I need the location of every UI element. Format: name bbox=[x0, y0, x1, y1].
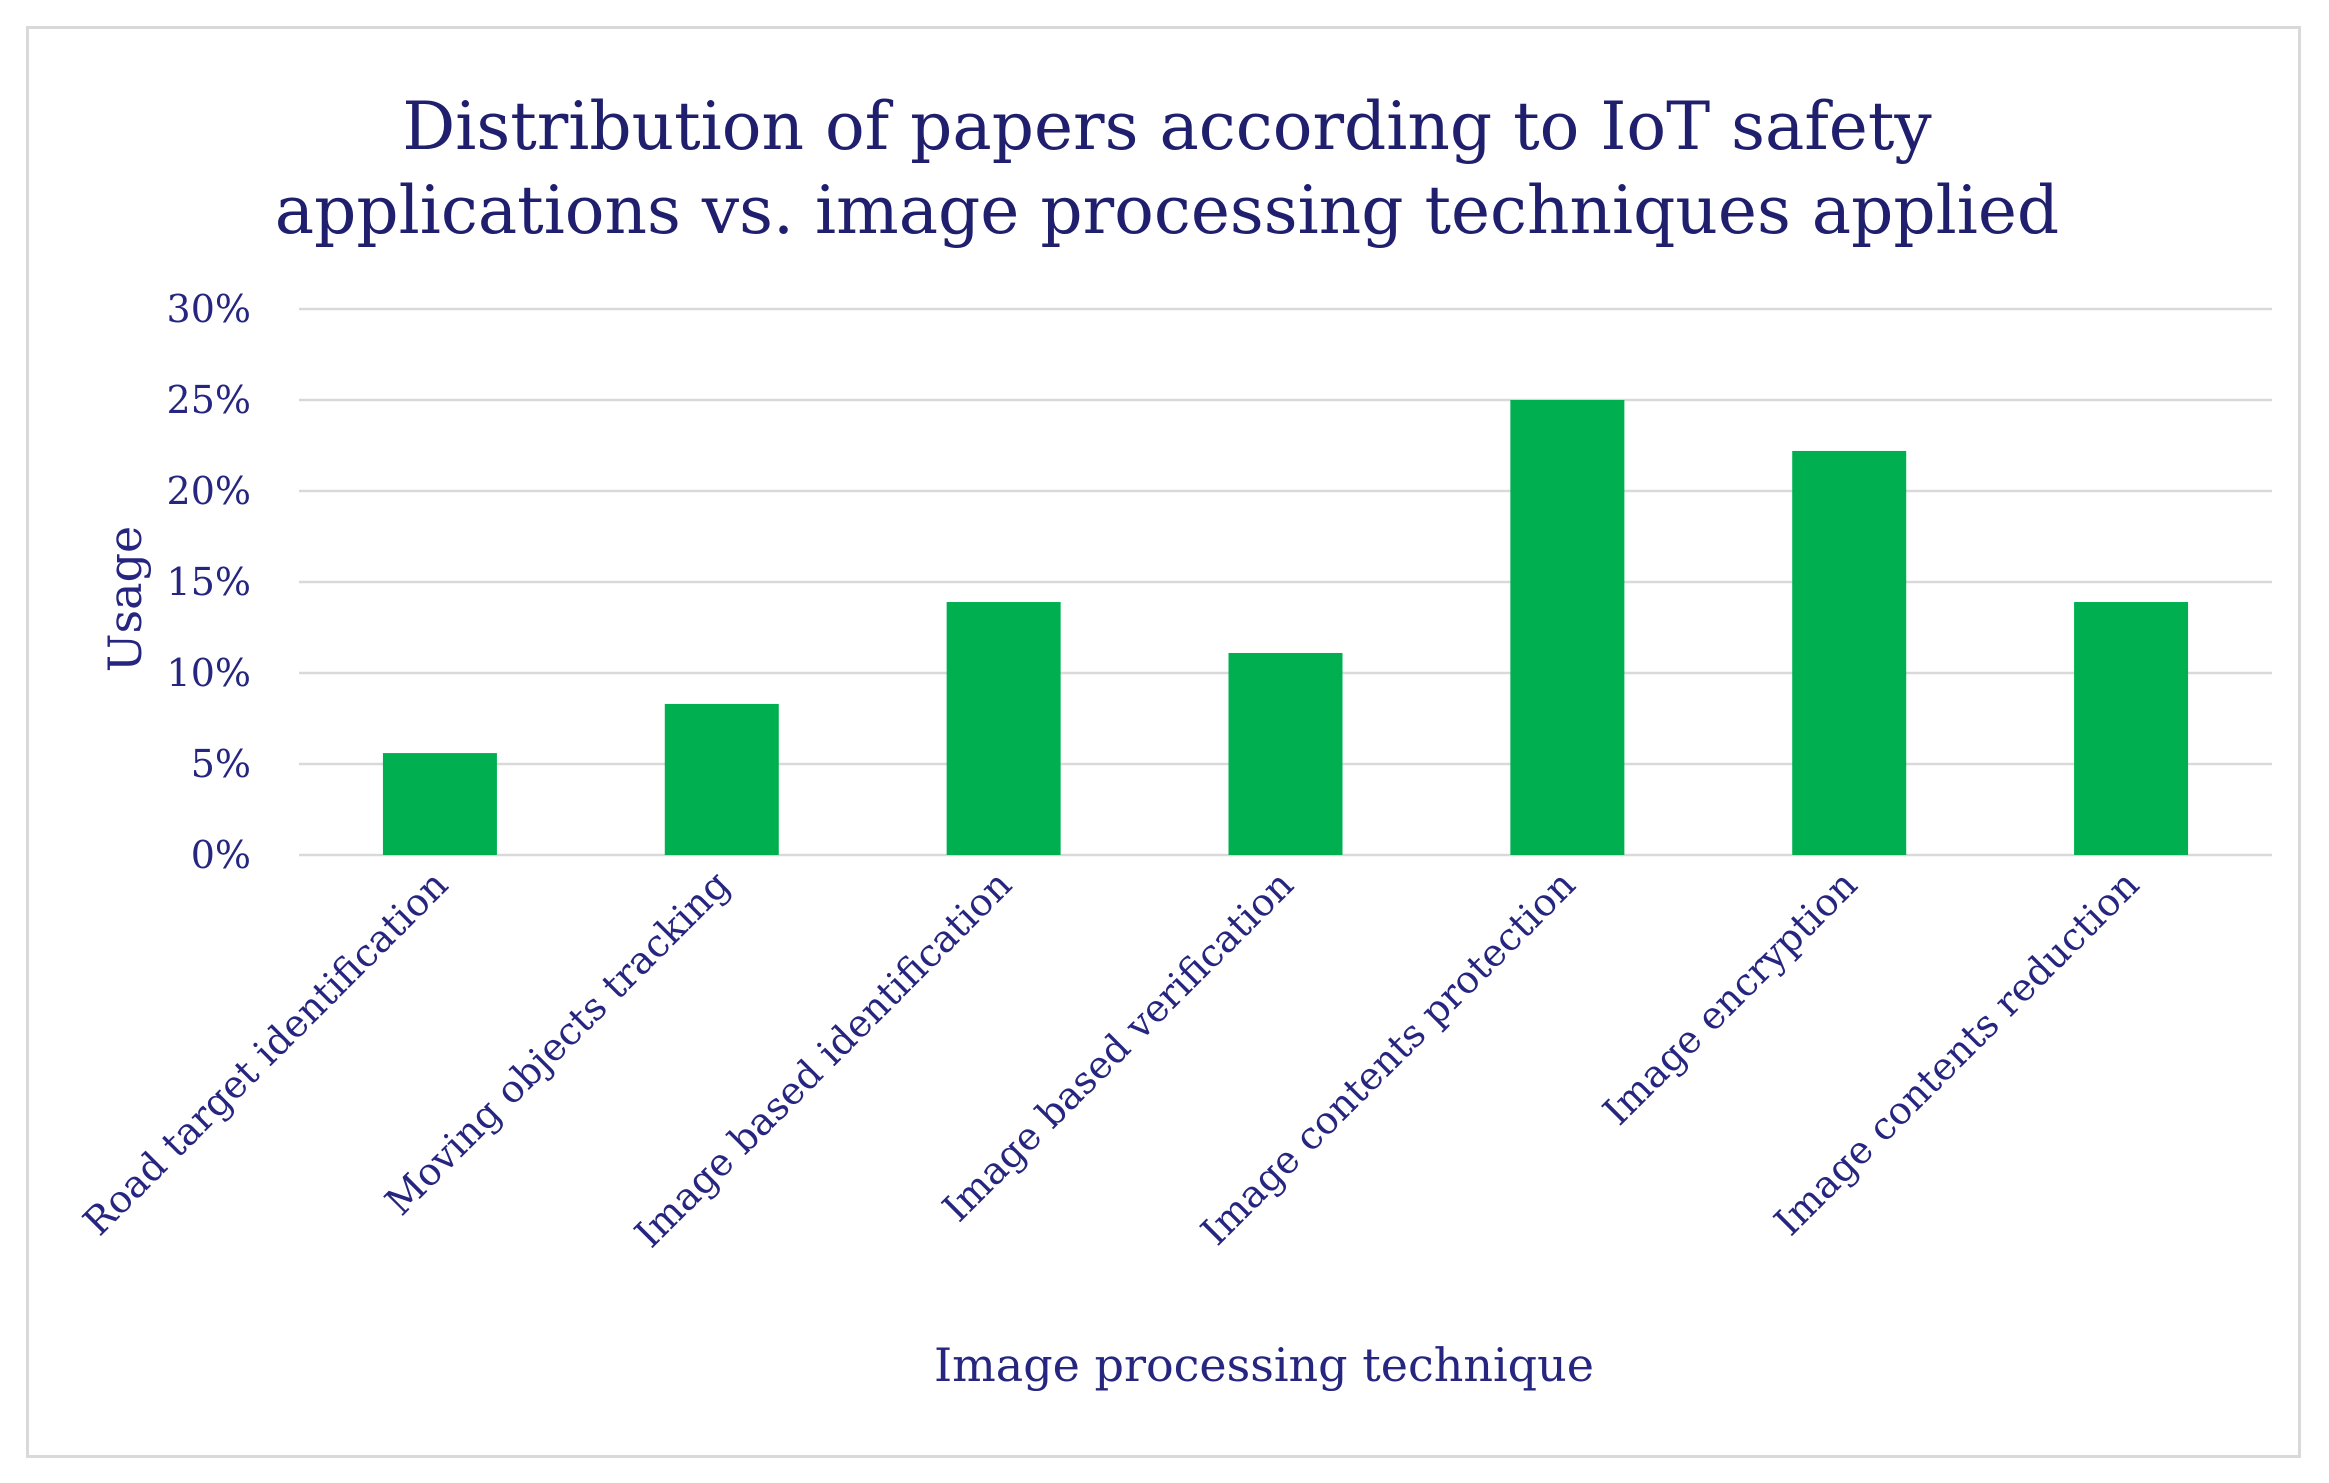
chart-title-line-1: Distribution of papers according to IoT … bbox=[402, 88, 1932, 165]
chart-title-line-2: applications vs. image processing techni… bbox=[275, 172, 2059, 249]
x-tick-label: Image encryption bbox=[1594, 862, 1865, 1133]
bar-1 bbox=[382, 753, 497, 855]
bars bbox=[382, 400, 2189, 855]
x-axis-title: Image processing technique bbox=[934, 1338, 1594, 1392]
bar-4 bbox=[1228, 652, 1343, 855]
y-tick-label: 10% bbox=[167, 651, 251, 695]
bar-3 bbox=[946, 602, 1061, 855]
y-tick-label: 15% bbox=[167, 560, 251, 604]
y-axis-title: Usage bbox=[98, 526, 152, 672]
bar-5 bbox=[1510, 400, 1625, 855]
bar-2 bbox=[664, 703, 779, 855]
y-tick-label: 5% bbox=[191, 742, 251, 786]
y-tick-label: 25% bbox=[167, 378, 251, 422]
y-tick-label: 0% bbox=[191, 833, 251, 877]
bar-chart: Distribution of papers according to IoT … bbox=[75, 88, 2272, 1392]
bar-7 bbox=[2074, 602, 2189, 855]
chart-frame: Distribution of papers according to IoT … bbox=[26, 26, 2301, 1458]
y-axis-ticks: 0% 5% 10% 15% 20% 25% 30% bbox=[167, 287, 251, 877]
y-tick-label: 20% bbox=[167, 469, 251, 513]
bar-6 bbox=[1792, 450, 1907, 855]
y-tick-label: 30% bbox=[167, 287, 251, 331]
